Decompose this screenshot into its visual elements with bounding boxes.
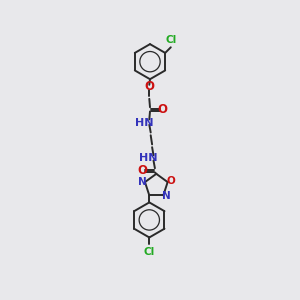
Text: Cl: Cl	[165, 35, 176, 45]
Text: Cl: Cl	[144, 247, 155, 256]
Text: O: O	[167, 176, 175, 186]
Text: O: O	[137, 164, 147, 177]
Text: N: N	[137, 177, 146, 187]
Text: O: O	[158, 103, 168, 116]
Text: N: N	[162, 191, 171, 201]
Text: O: O	[144, 80, 154, 93]
Text: HN: HN	[139, 153, 158, 164]
Text: HN: HN	[135, 118, 154, 128]
